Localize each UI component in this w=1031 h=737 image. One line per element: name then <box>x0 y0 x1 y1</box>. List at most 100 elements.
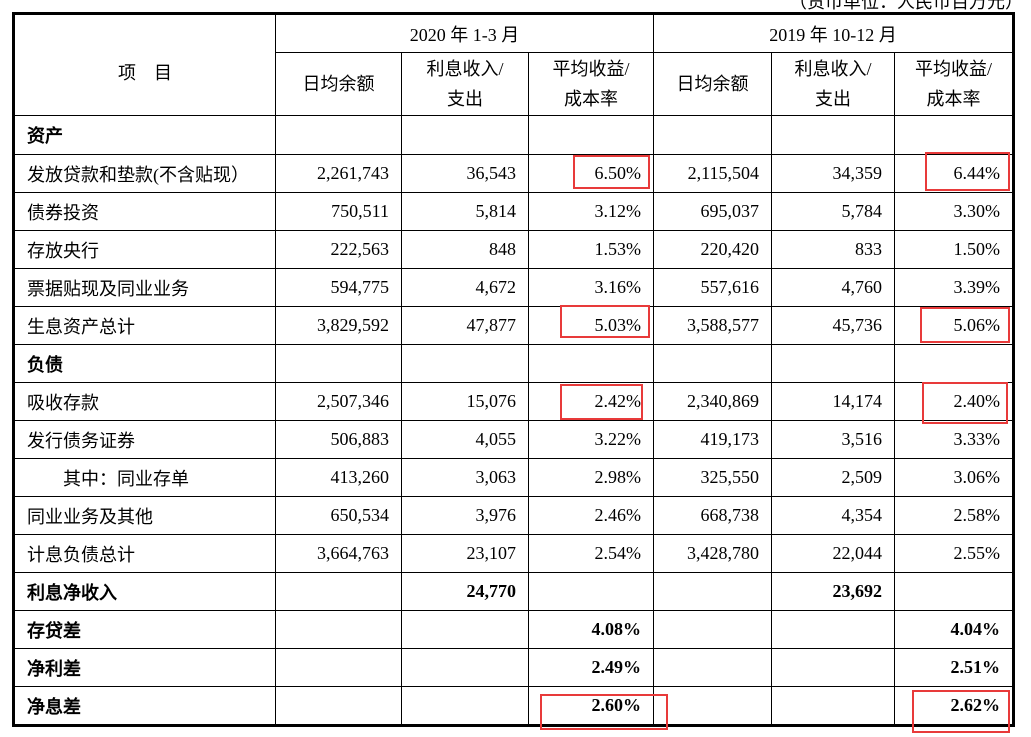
value-cell <box>528 344 654 383</box>
row-label: 发放贷款和垫款(不含贴现） <box>13 154 276 193</box>
table-row: 净息差 2.60% 2.62% <box>13 686 1014 726</box>
value-cell <box>771 686 895 726</box>
value-cell: 2.62% <box>894 686 1014 726</box>
value-cell: 2.46% <box>528 496 654 535</box>
value-cell: 220,420 <box>653 230 772 269</box>
value-cell <box>275 115 402 155</box>
value-cell: 2.58% <box>894 496 1014 535</box>
value-cell: 2.98% <box>528 458 654 497</box>
value-cell: 3.16% <box>528 268 654 307</box>
value-cell: 3,976 <box>401 496 529 535</box>
value-cell: 5.06% <box>894 306 1014 345</box>
value-cell <box>275 610 402 649</box>
row-label: 利息净收入 <box>13 572 276 611</box>
row-label: 负债 <box>13 344 276 383</box>
value-cell: 23,107 <box>401 534 529 573</box>
value-cell: 3.06% <box>894 458 1014 497</box>
value-cell: 2.54% <box>528 534 654 573</box>
table-row: 利息净收入 24,770 23,692 <box>13 572 1014 611</box>
value-cell <box>401 686 529 726</box>
row-label: 存放央行 <box>13 230 276 269</box>
value-cell <box>528 572 654 611</box>
table-row: 存贷差 4.08% 4.04% <box>13 610 1014 649</box>
table-row: 净利差 2.49% 2.51% <box>13 648 1014 687</box>
value-cell <box>275 648 402 687</box>
value-cell: 6.44% <box>894 154 1014 193</box>
value-cell: 3.33% <box>894 420 1014 459</box>
value-cell: 1.50% <box>894 230 1014 269</box>
value-cell: 36,543 <box>401 154 529 193</box>
value-cell: 5.03% <box>528 306 654 345</box>
value-cell <box>771 610 895 649</box>
value-cell: 3,063 <box>401 458 529 497</box>
value-cell: 24,770 <box>401 572 529 611</box>
value-cell: 2,507,346 <box>275 382 402 421</box>
row-label: 计息负债总计 <box>13 534 276 573</box>
row-label: 票据贴现及同业业务 <box>13 268 276 307</box>
value-cell: 325,550 <box>653 458 772 497</box>
column-header: 平均收益/ 成本率 <box>894 52 1014 116</box>
table-row: 吸收存款 2,507,346 15,076 2.42% 2,340,869 14,174 2… <box>13 382 1014 421</box>
value-cell: 34,359 <box>771 154 895 193</box>
value-cell <box>771 115 895 155</box>
header-item: 项 目 <box>13 13 276 116</box>
value-cell: 2,261,743 <box>275 154 402 193</box>
value-cell: 3.39% <box>894 268 1014 307</box>
table-row: 生息资产总计 3,829,592 47,877 5.03% 3,588,577 45,73… <box>13 306 1014 345</box>
value-cell: 47,877 <box>401 306 529 345</box>
value-cell: 3.30% <box>894 192 1014 231</box>
row-label: 发行债务证券 <box>13 420 276 459</box>
row-label: 资产 <box>13 115 276 155</box>
value-cell <box>894 572 1014 611</box>
value-cell <box>653 610 772 649</box>
column-header: 日均余额 <box>653 52 772 116</box>
value-cell: 4.08% <box>528 610 654 649</box>
value-cell: 557,616 <box>653 268 772 307</box>
column-header: 利息收入/ 支出 <box>401 52 529 116</box>
value-cell <box>275 686 402 726</box>
value-cell: 15,076 <box>401 382 529 421</box>
value-cell: 4,672 <box>401 268 529 307</box>
table-row: 票据贴现及同业业务 594,775 4,672 3.16% 557,616 4,760 3.… <box>13 268 1014 307</box>
currency-unit-note: （货币单位：人民币百万元） <box>789 0 1023 12</box>
value-cell: 413,260 <box>275 458 402 497</box>
value-cell: 4,760 <box>771 268 895 307</box>
table-row: 债券投资 750,511 5,814 3.12% 695,037 5,784 3.30% <box>13 192 1014 231</box>
value-cell <box>894 344 1014 383</box>
value-cell: 5,814 <box>401 192 529 231</box>
table-row: 资产 <box>13 115 1014 155</box>
value-cell: 2.60% <box>528 686 654 726</box>
value-cell <box>771 648 895 687</box>
table-row: 发行债务证券 506,883 4,055 3.22% 419,173 3,516 3.33% <box>13 420 1014 459</box>
value-cell: 3,516 <box>771 420 895 459</box>
value-cell: 22,044 <box>771 534 895 573</box>
value-cell: 2,509 <box>771 458 895 497</box>
value-cell: 3,829,592 <box>275 306 402 345</box>
value-cell: 750,511 <box>275 192 402 231</box>
value-cell <box>401 115 529 155</box>
value-cell: 222,563 <box>275 230 402 269</box>
value-cell: 2.55% <box>894 534 1014 573</box>
row-label: 同业业务及其他 <box>13 496 276 535</box>
column-header: 日均余额 <box>275 52 402 116</box>
table-row: 其中：同业存单 413,260 3,063 2.98% 325,550 2,509 3.06… <box>13 458 1014 497</box>
value-cell: 2.40% <box>894 382 1014 421</box>
value-cell: 2.42% <box>528 382 654 421</box>
value-cell <box>894 115 1014 155</box>
value-cell <box>653 115 772 155</box>
table-row: 负债 <box>13 344 1014 383</box>
table-row: 存放央行 222,563 848 1.53% 220,420 833 1.50% <box>13 230 1014 269</box>
value-cell: 506,883 <box>275 420 402 459</box>
value-cell: 1.53% <box>528 230 654 269</box>
row-label: 其中：同业存单 <box>13 458 276 497</box>
value-cell <box>528 115 654 155</box>
value-cell <box>401 344 529 383</box>
row-label: 债券投资 <box>13 192 276 231</box>
table-row: 同业业务及其他 650,534 3,976 2.46% 668,738 4,354 2.58… <box>13 496 1014 535</box>
value-cell: 695,037 <box>653 192 772 231</box>
value-cell: 4,354 <box>771 496 895 535</box>
row-label: 净利差 <box>13 648 276 687</box>
value-cell <box>275 344 402 383</box>
value-cell: 14,174 <box>771 382 895 421</box>
row-label: 吸收存款 <box>13 382 276 421</box>
